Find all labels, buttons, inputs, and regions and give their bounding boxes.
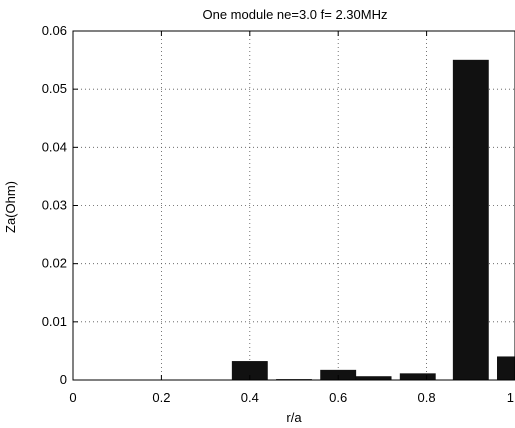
y-tick-labels: 0 0.01 0.02 0.03 0.04 0.05 0.06: [42, 23, 67, 387]
bar: [399, 373, 436, 381]
x-tick-label: 0.6: [329, 390, 347, 405]
axis-ticks: [72, 30, 515, 381]
x-tick-label: 0.2: [152, 390, 170, 405]
x-tick-labels: 0 0.2 0.4 0.6 0.8 1: [69, 390, 514, 405]
bars: [231, 59, 515, 381]
x-tick-label: 0.8: [418, 390, 436, 405]
y-tick-label: 0: [60, 372, 67, 387]
y-tick-label: 0.04: [42, 139, 67, 154]
x-tick-label: 0.4: [241, 390, 259, 405]
chart-title: One module ne=3.0 f= 2.30MHz: [202, 7, 387, 22]
y-tick-label: 0.06: [42, 23, 67, 38]
y-axis-label: Za(Ohm): [3, 181, 18, 233]
x-tick-label: 1: [507, 390, 514, 405]
bar: [452, 59, 489, 381]
x-axis-label: r/a: [286, 410, 302, 425]
grid-lines: [73, 31, 515, 380]
bar: [355, 376, 392, 381]
y-tick-label: 0.03: [42, 198, 67, 213]
y-tick-label: 0.01: [42, 314, 67, 329]
x-tick-label: 0: [69, 390, 76, 405]
y-tick-label: 0.05: [42, 81, 67, 96]
y-tick-label: 0.02: [42, 256, 67, 271]
bar: [497, 356, 515, 381]
